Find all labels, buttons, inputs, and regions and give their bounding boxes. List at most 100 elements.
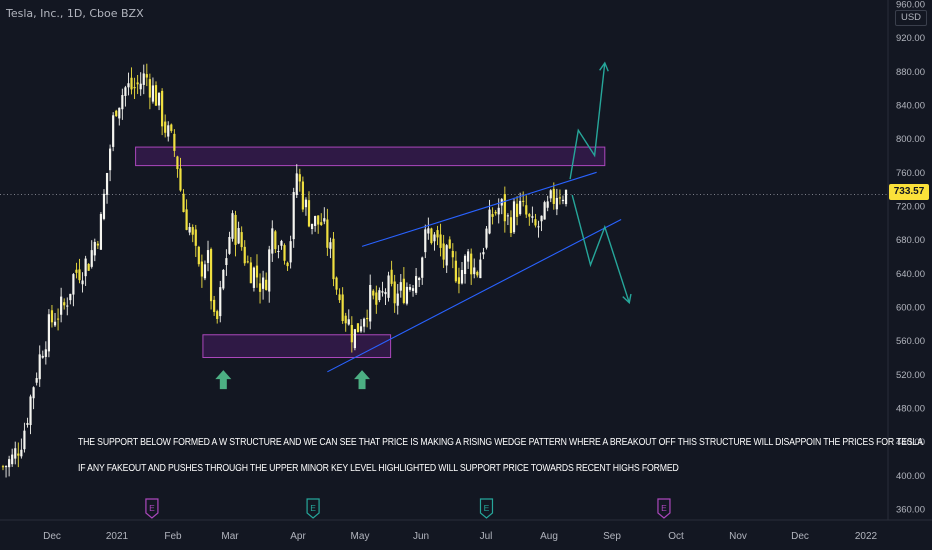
candle-body: [4, 466, 8, 468]
candle-body: [225, 258, 228, 266]
price-tick-label: 920.00: [896, 33, 925, 44]
candle-body: [494, 211, 497, 214]
candle-body: [540, 215, 543, 222]
candle-body: [491, 214, 494, 217]
candle-body: [105, 172, 109, 195]
candle-body: [366, 317, 369, 320]
candle-body: [488, 209, 491, 234]
candle-body: [564, 189, 568, 205]
candle-body: [115, 110, 118, 117]
earnings-event-marker-icon[interactable]: E: [479, 498, 494, 519]
price-tick-label: 880.00: [896, 67, 925, 78]
dividend-event-marker-icon[interactable]: E: [657, 498, 671, 519]
candle-body: [512, 201, 516, 233]
candle-body: [393, 281, 396, 304]
price-tick-label: 960.00: [896, 0, 925, 11]
dividend-event-marker-icon[interactable]: E: [145, 498, 159, 519]
time-tick-label: Sep: [603, 531, 621, 542]
candle-body: [130, 77, 133, 90]
candle-body: [243, 246, 246, 264]
earnings-event-marker-icon[interactable]: E: [306, 498, 320, 519]
candle-body: [121, 95, 124, 110]
zone-upper-key-level: [135, 146, 606, 167]
candle-body: [341, 294, 344, 321]
candle-body: [246, 261, 249, 263]
candle-body: [265, 279, 268, 291]
candle-body: [473, 267, 476, 275]
event-badge-letter: E: [661, 503, 667, 513]
price-tick-label: 440.00: [896, 437, 925, 448]
candle-body: [427, 228, 430, 234]
candle-body: [26, 423, 29, 425]
price-tick-label: 800.00: [896, 134, 925, 145]
event-badge-letter: E: [484, 503, 490, 513]
time-tick-label: Jun: [413, 531, 429, 542]
candle-body: [396, 293, 399, 306]
price-tick-label: 840.00: [896, 101, 925, 112]
candle-body: [23, 430, 26, 450]
candle-body: [433, 234, 436, 242]
candle-body: [252, 267, 256, 288]
candle-body: [286, 262, 289, 267]
candle-body: [182, 193, 185, 213]
candle-body: [157, 92, 161, 106]
candle-body: [476, 271, 479, 276]
price-tick-label: 480.00: [896, 404, 925, 415]
candle-body: [451, 250, 454, 258]
candle-body: [292, 192, 295, 240]
candle-body: [96, 243, 99, 246]
candle-body: [44, 349, 47, 357]
candle-body: [191, 227, 194, 235]
candle-body: [335, 277, 338, 290]
candle-body: [307, 200, 311, 227]
candle-body: [277, 250, 280, 253]
candle-body: [555, 197, 558, 210]
currency-badge[interactable]: USD: [895, 10, 927, 26]
candle-body: [448, 239, 451, 249]
candle-body: [32, 387, 35, 399]
candle-body: [167, 125, 170, 137]
candle-body: [381, 291, 384, 293]
candle-body: [543, 202, 546, 220]
candle-body: [497, 207, 500, 215]
candle-body: [84, 258, 87, 277]
candle-body: [87, 264, 90, 271]
candle-body: [509, 217, 513, 234]
price-axis: 360.00 400.00 440.00 480.00 520.00 560.00 600.…: [887, 0, 925, 520]
event-badge: [479, 498, 494, 519]
candle-series: [1, 63, 568, 478]
candle-body: [485, 228, 488, 248]
candle-body: [240, 232, 243, 248]
candle-body: [528, 214, 531, 217]
projection-down-path: [571, 194, 630, 304]
price-tick-label: 720.00: [896, 202, 925, 213]
candle-body: [1, 466, 5, 468]
candle-body: [164, 121, 167, 133]
zone-support-zone: [202, 334, 392, 358]
candle-body: [133, 87, 136, 89]
candle-body: [515, 203, 519, 217]
candle-body: [350, 325, 353, 343]
time-tick-label: 2022: [855, 531, 878, 542]
price-tick-label: 560.00: [896, 336, 925, 347]
candle-body: [127, 83, 130, 88]
time-tick-label: 2021: [106, 531, 129, 542]
candle-body: [531, 216, 534, 218]
candle-body: [552, 188, 555, 204]
candle-body: [56, 318, 60, 320]
candle-body: [402, 278, 405, 303]
candle-body: [20, 449, 23, 457]
candle-body: [231, 213, 234, 239]
candle-body: [50, 310, 54, 323]
last-price-tag: 733.57: [889, 184, 929, 200]
price-tick-label: 520.00: [896, 370, 925, 381]
time-tick-label: Feb: [164, 531, 182, 542]
candle-body: [421, 257, 424, 278]
candle-body: [29, 396, 32, 426]
event-badge-letter: E: [310, 503, 316, 513]
candle-body: [173, 133, 176, 151]
candle-body: [317, 215, 320, 225]
candle-body: [274, 231, 277, 250]
candle-body: [47, 314, 50, 352]
